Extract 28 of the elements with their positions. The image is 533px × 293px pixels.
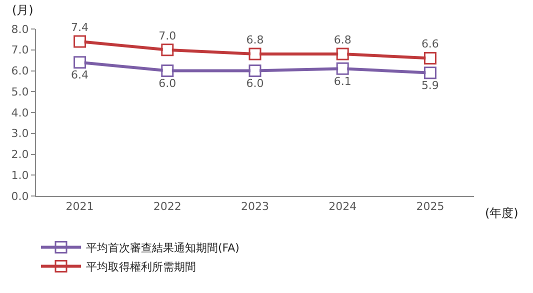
data-label: 7.4 bbox=[71, 20, 89, 34]
x-tick-label: 2021 bbox=[66, 200, 94, 214]
y-tick-label: 8.0 bbox=[11, 22, 29, 36]
y-tick-label: 3.0 bbox=[11, 127, 29, 140]
x-tick-label: 2023 bbox=[241, 200, 269, 214]
y-tick-label: 5.0 bbox=[11, 85, 29, 98]
y-tick-label: 1.0 bbox=[11, 168, 29, 182]
data-label: 5.9 bbox=[421, 78, 439, 92]
y-tick-label: 4.0 bbox=[11, 106, 29, 120]
x-tick-label: 2025 bbox=[416, 200, 444, 214]
legend-label: 平均首次審查結果通知期間(FA) bbox=[86, 242, 240, 255]
y-tick-label: 6.0 bbox=[11, 64, 29, 78]
data-label: 6.1 bbox=[334, 74, 352, 88]
y-axis-title: (月) bbox=[12, 3, 34, 17]
y-tick-label: 7.0 bbox=[11, 44, 29, 57]
x-axis-title: (年度) bbox=[485, 206, 518, 220]
data-label: 6.4 bbox=[71, 68, 89, 82]
data-label: 6.0 bbox=[158, 76, 176, 90]
x-tick-label: 2022 bbox=[153, 200, 182, 214]
y-tick-label: 2.0 bbox=[11, 148, 29, 162]
data-label: 7.0 bbox=[158, 29, 176, 42]
data-label: 6.8 bbox=[334, 33, 352, 46]
data-label: 6.0 bbox=[246, 76, 264, 90]
x-tick-label: 2024 bbox=[328, 200, 357, 214]
y-tick-label: 0.0 bbox=[11, 190, 29, 203]
data-label: 6.8 bbox=[246, 33, 264, 46]
legend-label: 平均取得權利所需期間 bbox=[86, 260, 196, 274]
data-label: 6.6 bbox=[421, 38, 439, 51]
